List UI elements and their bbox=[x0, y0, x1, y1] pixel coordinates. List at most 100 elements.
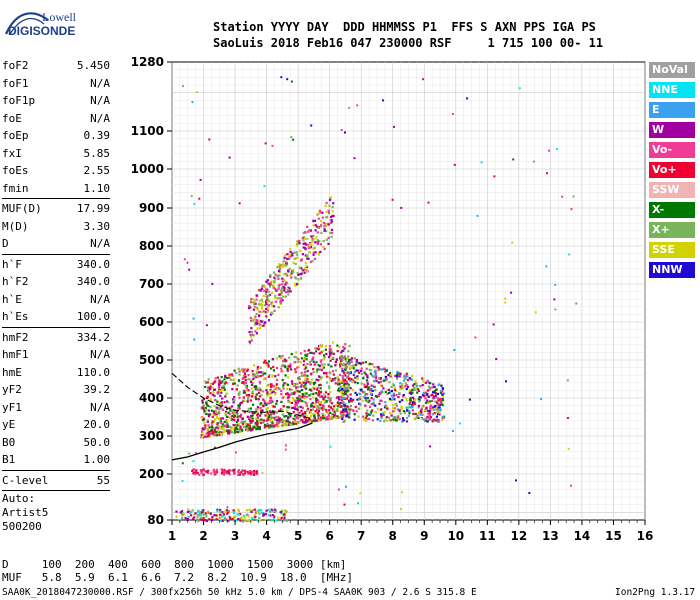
echo-point bbox=[430, 394, 433, 397]
echo-point bbox=[349, 358, 352, 361]
echo-point bbox=[313, 257, 316, 260]
echo-point bbox=[353, 380, 356, 383]
echo-point bbox=[317, 217, 320, 220]
echo-point bbox=[277, 277, 280, 280]
echo-point bbox=[359, 403, 362, 406]
echo-point bbox=[218, 425, 221, 428]
echo-point bbox=[336, 350, 339, 353]
echo-point bbox=[306, 377, 309, 380]
echo-point bbox=[325, 352, 328, 356]
param-name: MUF(D) bbox=[2, 202, 42, 215]
param-row: h`F2 340.0 bbox=[2, 273, 110, 291]
echo-point bbox=[285, 519, 288, 522]
param-name: h`Es bbox=[2, 310, 29, 323]
echo-point bbox=[296, 271, 299, 275]
logo-text-digisonde: DIGISONDE bbox=[8, 24, 76, 38]
echo-point bbox=[408, 389, 411, 392]
echo-point bbox=[432, 397, 435, 400]
echo-point bbox=[319, 211, 322, 214]
echo-point bbox=[371, 374, 374, 377]
echo-point-noise bbox=[528, 492, 531, 494]
echo-point bbox=[246, 398, 250, 401]
echo-point bbox=[439, 403, 442, 406]
echo-point bbox=[225, 415, 229, 418]
echo-point bbox=[380, 413, 383, 416]
echo-point bbox=[293, 399, 297, 402]
echo-point bbox=[328, 377, 332, 380]
echo-point bbox=[330, 350, 333, 353]
echo-point bbox=[297, 360, 300, 363]
echo-point bbox=[316, 412, 319, 415]
echo-point bbox=[372, 401, 375, 404]
echo-point bbox=[262, 512, 265, 515]
echo-point bbox=[264, 321, 267, 324]
echo-point-noise bbox=[191, 101, 194, 104]
param-name: foEp bbox=[2, 129, 29, 142]
echo-point bbox=[278, 418, 281, 421]
echo-point bbox=[209, 432, 212, 435]
echo-point bbox=[335, 409, 339, 413]
echo-point bbox=[380, 408, 383, 411]
echo-point bbox=[248, 470, 252, 473]
echo-point bbox=[260, 394, 263, 397]
echo-point bbox=[287, 269, 290, 272]
echo-point bbox=[266, 394, 269, 397]
echo-point bbox=[237, 470, 240, 473]
echo-point bbox=[389, 374, 392, 377]
echo-point bbox=[316, 213, 319, 216]
echo-point bbox=[317, 364, 320, 367]
echo-point bbox=[249, 333, 252, 337]
echo-point bbox=[304, 254, 307, 257]
echo-point bbox=[303, 349, 306, 353]
echo-point bbox=[303, 397, 306, 400]
echo-point bbox=[259, 388, 262, 391]
x-tick-label: 4 bbox=[262, 529, 270, 543]
echo-point bbox=[250, 519, 253, 522]
echo-point bbox=[299, 398, 302, 401]
echo-point bbox=[214, 377, 217, 380]
echo-point-noise bbox=[280, 76, 283, 79]
echo-point bbox=[382, 379, 385, 382]
echo-point-noise bbox=[228, 156, 231, 159]
echo-point bbox=[272, 390, 275, 393]
echo-point bbox=[377, 381, 380, 384]
echo-point bbox=[188, 510, 191, 513]
echo-point-noise bbox=[290, 80, 293, 83]
echo-point bbox=[436, 392, 439, 396]
echo-point bbox=[205, 432, 208, 435]
echo-point bbox=[391, 404, 394, 407]
echo-point bbox=[427, 385, 431, 388]
echo-point bbox=[226, 407, 229, 410]
echo-point bbox=[228, 431, 231, 434]
echo-point bbox=[272, 365, 275, 369]
echo-point bbox=[246, 378, 249, 381]
echo-point bbox=[211, 386, 214, 389]
echo-point bbox=[199, 469, 202, 472]
echo-point bbox=[322, 240, 325, 243]
echo-point bbox=[312, 220, 315, 223]
echo-point bbox=[419, 385, 422, 388]
legend-item-noval: NoVal bbox=[649, 62, 695, 78]
x-tick-label: 11 bbox=[479, 529, 496, 543]
echo-point bbox=[339, 385, 342, 388]
echo-point bbox=[308, 388, 311, 391]
echo-point bbox=[242, 473, 245, 477]
echo-point bbox=[363, 391, 366, 394]
echo-point bbox=[285, 281, 288, 284]
echo-point bbox=[325, 230, 328, 233]
echo-point bbox=[310, 235, 313, 238]
echo-point bbox=[303, 356, 307, 359]
echo-point bbox=[259, 375, 262, 378]
echo-point bbox=[221, 408, 224, 411]
echo-point bbox=[347, 355, 350, 358]
echo-point bbox=[318, 375, 321, 378]
echo-point bbox=[212, 470, 215, 473]
echo-point bbox=[237, 379, 241, 382]
x-tick-label: 12 bbox=[511, 529, 528, 543]
echo-point bbox=[371, 389, 374, 393]
echo-point bbox=[224, 381, 227, 384]
echo-point bbox=[224, 405, 227, 408]
echo-point bbox=[233, 431, 236, 434]
echo-point bbox=[314, 219, 317, 222]
echo-point-noise bbox=[290, 136, 293, 139]
